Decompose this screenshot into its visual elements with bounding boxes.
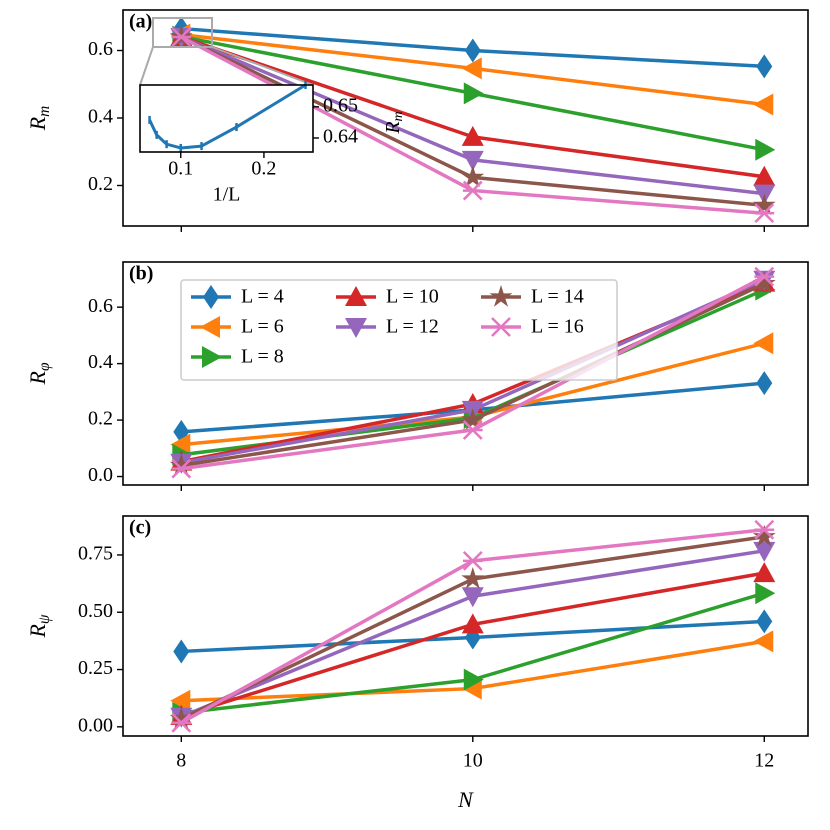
legend-label: L = 6 [241,316,284,338]
legend-marker [202,346,222,368]
y-tick-label: 0.25 [78,657,113,679]
inset-x-tick-label: 0.2 [251,158,276,180]
marker [171,27,192,47]
y-label-main: R [25,116,50,131]
inset-y-tick-label: 0.65 [323,94,358,116]
marker [752,524,776,547]
y-label-sub: φ [36,362,53,371]
marker [755,138,776,161]
marker [753,165,776,186]
y-axis-label: Rm [382,111,407,134]
marker [753,562,776,583]
inset-frame [139,84,314,153]
y-tick-label: 0.0 [88,464,113,486]
y-tick-label: 0.6 [88,38,113,60]
y-tick-label: 0.4 [88,106,113,128]
panel-label: (c) [129,517,151,539]
marker [173,639,190,664]
zoom-indicator [152,17,213,48]
y-label-main: R [25,624,50,639]
marker [461,57,482,80]
y-tick-label: 0.4 [88,351,113,373]
y-axis-label: Rm [25,106,52,132]
y-tick-label: 0.6 [88,295,113,317]
legend-marker [345,286,367,306]
legend-label: L = 10 [386,286,439,308]
marker [462,551,483,571]
axes-frame [122,261,809,486]
marker [464,38,481,63]
y-label-main: R [382,121,404,134]
legend-label: L = 8 [241,346,284,368]
marker [461,408,485,430]
legend-marker [203,285,219,309]
legend-marker [345,318,367,338]
y-label-sub: m [391,111,406,121]
y-axis-label: Rφ [25,362,52,385]
legend-marker [489,285,513,307]
marker [170,433,191,456]
marker [756,371,773,396]
marker [754,519,775,540]
y-label-main: R [25,370,50,385]
marker [461,567,485,589]
panel-label: (a) [129,11,152,33]
marker [756,609,773,634]
y-axis-label: Rψ [25,614,52,638]
legend-marker [200,316,220,338]
inset-x-label: 1/L [213,184,241,206]
marker [756,54,773,79]
marker [169,453,193,476]
marker [754,203,775,224]
marker [169,706,193,729]
axes-frame [122,515,809,737]
marker [461,587,484,608]
marker [753,93,774,116]
inset-background [140,85,313,152]
y-tick-label: 0.2 [88,173,113,195]
y-label-sub: ψ [36,614,53,624]
marker [171,712,192,733]
marker [463,668,484,691]
legend-box [180,279,618,381]
zoom-connector [211,46,314,86]
marker [752,193,776,216]
marker [461,165,485,188]
marker [463,82,484,105]
inset-x-tick-label: 0.1 [168,158,193,180]
marker [461,150,484,171]
y-tick-label: 0.50 [78,600,113,622]
y-tick-label: 0.2 [88,408,113,430]
legend-label: L = 4 [241,286,284,308]
x-axis-label: N [457,787,474,812]
marker [752,271,776,294]
legend-label: L = 14 [531,286,584,308]
y-label-sub: m [36,106,53,117]
marker [171,458,192,479]
x-tick-label: 10 [463,750,483,772]
marker [753,630,774,653]
marker [753,332,774,355]
x-tick-label: 8 [176,750,186,772]
marker [755,582,776,605]
marker [461,125,484,146]
legend-label: L = 12 [386,316,439,338]
y-tick-label: 0.00 [78,714,113,736]
inset-y-tick-label: 0.64 [323,126,358,148]
series-line [181,591,765,715]
marker [170,689,191,712]
marker [462,420,483,440]
panel-label: (b) [129,263,153,285]
y-tick-label: 0.75 [78,543,113,565]
marker [754,266,775,287]
x-tick-label: 12 [754,750,774,772]
marker [461,613,484,634]
legend-label: L = 16 [531,316,584,338]
legend-marker [491,317,511,337]
marker [462,180,483,201]
marker [753,541,776,562]
zoom-connector [139,46,154,86]
